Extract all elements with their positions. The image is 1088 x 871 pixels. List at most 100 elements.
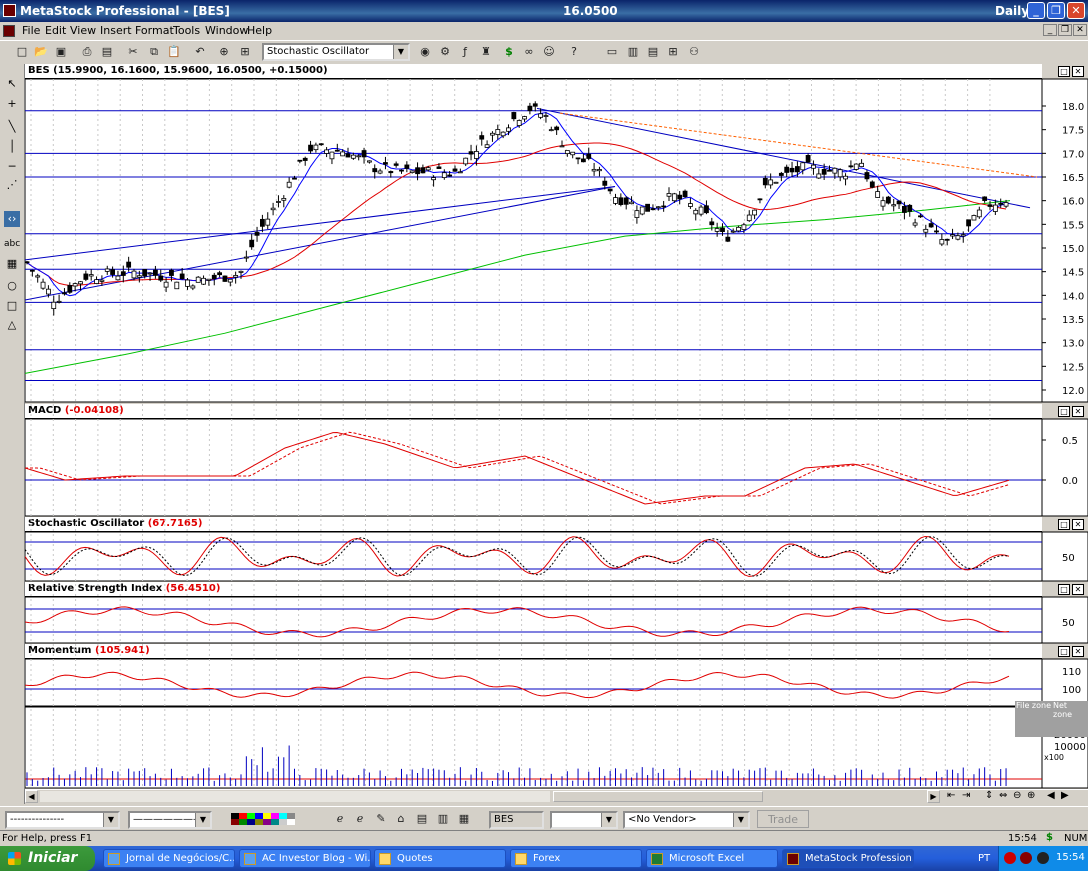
momentum-pane-close-button[interactable]: ✕: [1072, 646, 1084, 657]
menu-format[interactable]: Format: [135, 24, 174, 37]
copy-icon[interactable]: ⧉: [150, 45, 158, 58]
notes-icon[interactable]: ✎: [376, 812, 386, 825]
menu-edit[interactable]: Edit: [45, 24, 67, 37]
cycle-icon[interactable]: ⋰: [6, 178, 18, 191]
save-icon[interactable]: ▣: [55, 45, 67, 58]
task-quotes[interactable]: Quotes: [374, 849, 506, 868]
fx-icon[interactable]: ƒ: [463, 45, 467, 58]
chevron-down-icon[interactable]: ▼: [195, 813, 210, 827]
binoculars-icon[interactable]: ∞: [524, 45, 534, 58]
scroll-home-icon[interactable]: ⇥: [962, 790, 971, 801]
tray-icon[interactable]: [1004, 852, 1016, 864]
smart-chart-icon[interactable]: ☺: [543, 45, 555, 58]
rsi-pane-close-button[interactable]: ✕: [1072, 584, 1084, 595]
tray-icon[interactable]: [1020, 852, 1032, 864]
restore-button[interactable]: ❐: [1047, 2, 1065, 19]
child-restore-button[interactable]: ❐: [1058, 24, 1072, 36]
price-pane-close-button[interactable]: ✕: [1072, 66, 1084, 77]
chevron-down-icon[interactable]: ▼: [393, 45, 408, 59]
language-indicator[interactable]: PT: [978, 853, 991, 864]
horizontal-scrollbar[interactable]: ◀ ▶ ⇤ ⇥ ⇕ ⇔ ⊖ ⊕ ◀ ▶: [25, 790, 1088, 804]
line-style-select[interactable]: --------------- ▼: [5, 811, 120, 829]
tray-icon[interactable]: [1037, 852, 1049, 864]
ruler-icon[interactable]: ▥: [437, 812, 449, 825]
chevron-down-icon[interactable]: ▼: [103, 813, 118, 827]
minimize-button[interactable]: _: [1027, 2, 1045, 19]
chevron-down-icon[interactable]: ▼: [601, 813, 616, 827]
print-icon[interactable]: ⎙: [82, 45, 92, 58]
trendline-icon[interactable]: ╲: [8, 120, 16, 133]
paste-icon[interactable]: 📋: [167, 45, 181, 58]
tile-horizontal-icon[interactable]: ▤: [647, 45, 659, 58]
crosshair-icon[interactable]: +: [7, 97, 17, 110]
doc-icon[interactable]: [3, 25, 15, 37]
macd-pane-maximize-button[interactable]: □: [1058, 406, 1070, 417]
zoom-icon[interactable]: ⊞: [240, 45, 250, 58]
layers-icon[interactable]: ▦: [458, 812, 470, 825]
new-icon[interactable]: □: [16, 45, 28, 58]
symbol-field[interactable]: BES: [489, 811, 544, 829]
price-pane-maximize-button[interactable]: □: [1058, 66, 1070, 77]
pointer-icon[interactable]: ↖: [7, 77, 17, 90]
crosshair-tb-icon[interactable]: ⊕: [219, 45, 229, 58]
undo-icon[interactable]: ↶: [195, 45, 205, 58]
scroll-thumb[interactable]: [553, 791, 763, 802]
menu-help[interactable]: Help: [247, 24, 273, 37]
color-palette[interactable]: [231, 813, 301, 825]
snap-icon[interactable]: ‹›: [4, 211, 20, 227]
close-button[interactable]: ✕: [1067, 2, 1085, 19]
security-select[interactable]: ▼: [550, 811, 618, 829]
vertical-scale-icon[interactable]: ⇕: [985, 790, 994, 801]
template-icon[interactable]: ▤: [416, 812, 428, 825]
explorer-icon[interactable]: ⚙: [440, 45, 450, 58]
text-icon[interactable]: abc: [4, 239, 21, 249]
grid-icon[interactable]: ▦: [6, 257, 18, 270]
cut-icon[interactable]: ✂: [128, 45, 138, 58]
triangle-icon[interactable]: △: [7, 318, 17, 331]
scroll-right-button[interactable]: ▶: [927, 790, 940, 803]
task-blog[interactable]: AC Investor Blog - Wi...: [239, 849, 371, 868]
expert-icon[interactable]: ♜: [481, 45, 491, 58]
chevron-down-icon[interactable]: ▼: [733, 813, 748, 827]
menu-tools[interactable]: Tools: [173, 24, 201, 37]
start-button[interactable]: Iniciar: [0, 846, 95, 871]
horizontal-line-icon[interactable]: ─: [8, 160, 16, 173]
scroll-track[interactable]: [40, 791, 550, 802]
indicator-select[interactable]: Stochastic Oscillator ▼: [262, 43, 410, 61]
child-close-button[interactable]: ✕: [1073, 24, 1087, 36]
ellipse-icon[interactable]: ○: [7, 279, 17, 292]
folder-icon[interactable]: ⌂: [397, 812, 405, 825]
chart-area[interactable]: 18.0 17.5 17.0 16.5 16.0 15.5 15.0 14.5 14.0 13.5…: [25, 64, 1088, 791]
rectangle-icon[interactable]: □: [6, 299, 18, 312]
trade-button[interactable]: Trade: [757, 810, 809, 828]
step-left-icon[interactable]: ◀: [1047, 790, 1055, 801]
macd-pane-close-button[interactable]: ✕: [1072, 406, 1084, 417]
zoom-out-icon[interactable]: ⊖: [1013, 790, 1022, 801]
menu-window[interactable]: Window: [205, 24, 249, 37]
horizontal-scale-icon[interactable]: ⇔: [999, 790, 1008, 801]
print-preview-icon[interactable]: ▤: [101, 45, 113, 58]
task-forex[interactable]: Forex: [510, 849, 642, 868]
ie2-icon[interactable]: ℯ: [356, 812, 364, 825]
scroll-left-button[interactable]: ◀: [25, 790, 38, 803]
step-right-icon[interactable]: ▶: [1061, 790, 1069, 801]
open-icon[interactable]: 📂: [34, 45, 48, 58]
tile-vertical-icon[interactable]: ▥: [627, 45, 639, 58]
line-weight-select[interactable]: ——————— ▼: [128, 811, 212, 829]
child-minimize-button[interactable]: _: [1043, 24, 1057, 36]
scroll-end-icon[interactable]: ⇤: [947, 790, 956, 801]
layout-icon[interactable]: ⚇: [689, 45, 699, 58]
menu-view[interactable]: View: [70, 24, 97, 37]
indicator-builder-icon[interactable]: ◉: [420, 45, 430, 58]
menu-insert[interactable]: Insert: [100, 24, 132, 37]
zoom-in-icon[interactable]: ⊕: [1027, 790, 1036, 801]
tile-icon[interactable]: ⊞: [668, 45, 678, 58]
stoch-pane-maximize-button[interactable]: □: [1058, 519, 1070, 530]
task-jornal[interactable]: Jornal de Negócios/C...: [103, 849, 235, 868]
task-metastock[interactable]: MetaStock Profession...: [782, 849, 914, 868]
vertical-line-icon[interactable]: │: [8, 140, 16, 153]
stoch-pane-close-button[interactable]: ✕: [1072, 519, 1084, 530]
menu-file[interactable]: File: [22, 24, 41, 37]
task-excel[interactable]: Microsoft Excel: [646, 849, 778, 868]
rsi-pane-maximize-button[interactable]: □: [1058, 584, 1070, 595]
